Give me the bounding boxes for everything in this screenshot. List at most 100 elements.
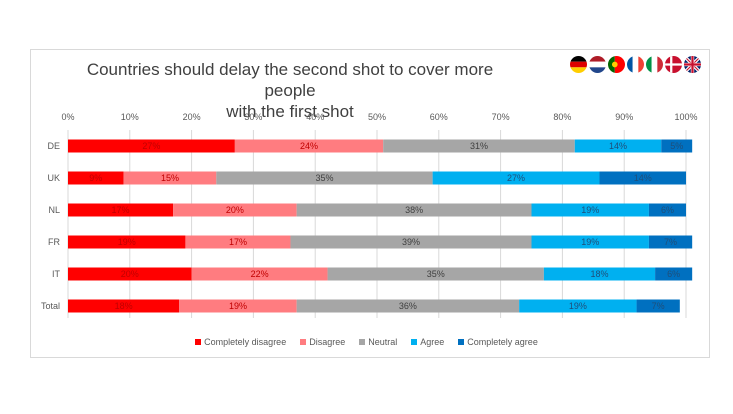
- category-label: Total: [41, 301, 60, 311]
- bar-segment: [519, 299, 637, 313]
- data-label: 27%: [142, 141, 160, 151]
- legend-item: Neutral: [359, 337, 397, 347]
- legend-swatch: [411, 339, 418, 345]
- legend-swatch: [300, 339, 307, 345]
- bar-segment: [574, 139, 662, 153]
- x-tick-label: 20%: [183, 112, 201, 122]
- x-tick-label: 10%: [121, 112, 139, 122]
- data-label: 6%: [667, 269, 680, 279]
- legend-label: Neutral: [368, 337, 398, 347]
- denmark-flag-icon: [665, 56, 682, 73]
- x-tick-label: 50%: [368, 112, 386, 122]
- italy-flag-icon: [646, 56, 663, 73]
- data-label: 18%: [115, 301, 133, 311]
- data-label: 24%: [300, 141, 318, 151]
- data-label: 9%: [89, 173, 102, 183]
- data-label: 7%: [652, 301, 665, 311]
- chart-title-line-2: with the first shot: [226, 102, 354, 121]
- data-label: 19%: [118, 237, 136, 247]
- legend-label: Disagree: [309, 337, 346, 347]
- data-label: 22%: [251, 269, 269, 279]
- bar-segment: [531, 203, 649, 217]
- netherlands-flag-icon: [589, 56, 606, 73]
- bar-segment: [68, 171, 124, 185]
- x-tick-label: 100%: [674, 112, 697, 122]
- category-label: NL: [48, 205, 60, 215]
- bar-segment: [173, 203, 297, 217]
- flag-row: [570, 56, 701, 73]
- chart-title-line-1: Countries should delay the second shot t…: [86, 60, 494, 100]
- data-label: 19%: [569, 301, 587, 311]
- legend-label: Agree: [420, 337, 445, 347]
- bar-segment: [327, 267, 544, 281]
- x-tick-label: 70%: [492, 112, 510, 122]
- x-tick-label: 80%: [553, 112, 571, 122]
- bar-segment: [648, 235, 693, 249]
- legend-swatch: [458, 339, 465, 345]
- legend-label: Completely agree: [467, 337, 538, 347]
- bar-segment: [383, 139, 575, 153]
- data-label: 35%: [315, 173, 333, 183]
- data-label: 5%: [670, 141, 683, 151]
- bar-segment: [296, 203, 532, 217]
- bar-segment: [68, 139, 235, 153]
- data-label: 18%: [590, 269, 608, 279]
- bar-segment: [636, 299, 680, 313]
- chart-title: Countries should delay the second shot t…: [70, 59, 510, 122]
- category-label: UK: [47, 173, 60, 183]
- bar-segment: [68, 299, 180, 313]
- germany-flag-icon: [570, 56, 587, 73]
- bar-segment: [185, 235, 291, 249]
- bar-segment: [68, 203, 174, 217]
- legend-item: Completely disagree: [195, 337, 286, 347]
- data-label: 31%: [470, 141, 488, 151]
- data-label: 20%: [121, 269, 139, 279]
- data-label: 17%: [112, 205, 130, 215]
- data-label: 19%: [229, 301, 247, 311]
- x-tick-label: 60%: [430, 112, 448, 122]
- data-label: 7%: [664, 237, 677, 247]
- x-tick-label: 40%: [306, 112, 324, 122]
- bar-segment: [531, 235, 649, 249]
- data-label: 17%: [229, 237, 247, 247]
- bar-segment: [68, 267, 192, 281]
- bar-segment: [179, 299, 297, 313]
- bar-segment: [216, 171, 433, 185]
- bar-segment: [543, 267, 656, 281]
- data-label: 6%: [661, 205, 674, 215]
- data-label: 39%: [402, 237, 420, 247]
- bar-segment: [661, 139, 693, 153]
- france-flag-icon: [627, 56, 644, 73]
- x-tick-label: 0%: [61, 112, 74, 122]
- legend-label: Completely disagree: [204, 337, 287, 347]
- x-tick-label: 30%: [244, 112, 262, 122]
- bar-segment: [290, 235, 532, 249]
- category-label: IT: [52, 269, 61, 279]
- legend-item: Disagree: [300, 337, 345, 347]
- legend-swatch: [195, 339, 202, 345]
- bar-segment: [234, 139, 384, 153]
- bar-segment: [296, 299, 520, 313]
- data-label: 36%: [399, 301, 417, 311]
- x-tick-label: 90%: [615, 112, 633, 122]
- bar-segment: [68, 235, 186, 249]
- legend-swatch: [359, 339, 366, 345]
- category-label: FR: [48, 237, 60, 247]
- bar-segment: [191, 267, 328, 281]
- data-label: 15%: [161, 173, 179, 183]
- bar-segment: [655, 267, 693, 281]
- data-label: 14%: [609, 141, 627, 151]
- legend-item: Agree: [411, 337, 444, 347]
- legend-item: Completely agree: [458, 337, 538, 347]
- data-label: 27%: [507, 173, 525, 183]
- legend: Completely disagree Disagree Neutral Agree C…: [0, 337, 733, 347]
- data-label: 19%: [581, 237, 599, 247]
- data-label: 14%: [634, 173, 652, 183]
- bar-segment: [648, 203, 686, 217]
- bar-segment: [432, 171, 600, 185]
- data-label: 35%: [427, 269, 445, 279]
- category-label: DE: [47, 141, 60, 151]
- bar-segment: [123, 171, 217, 185]
- data-label: 20%: [226, 205, 244, 215]
